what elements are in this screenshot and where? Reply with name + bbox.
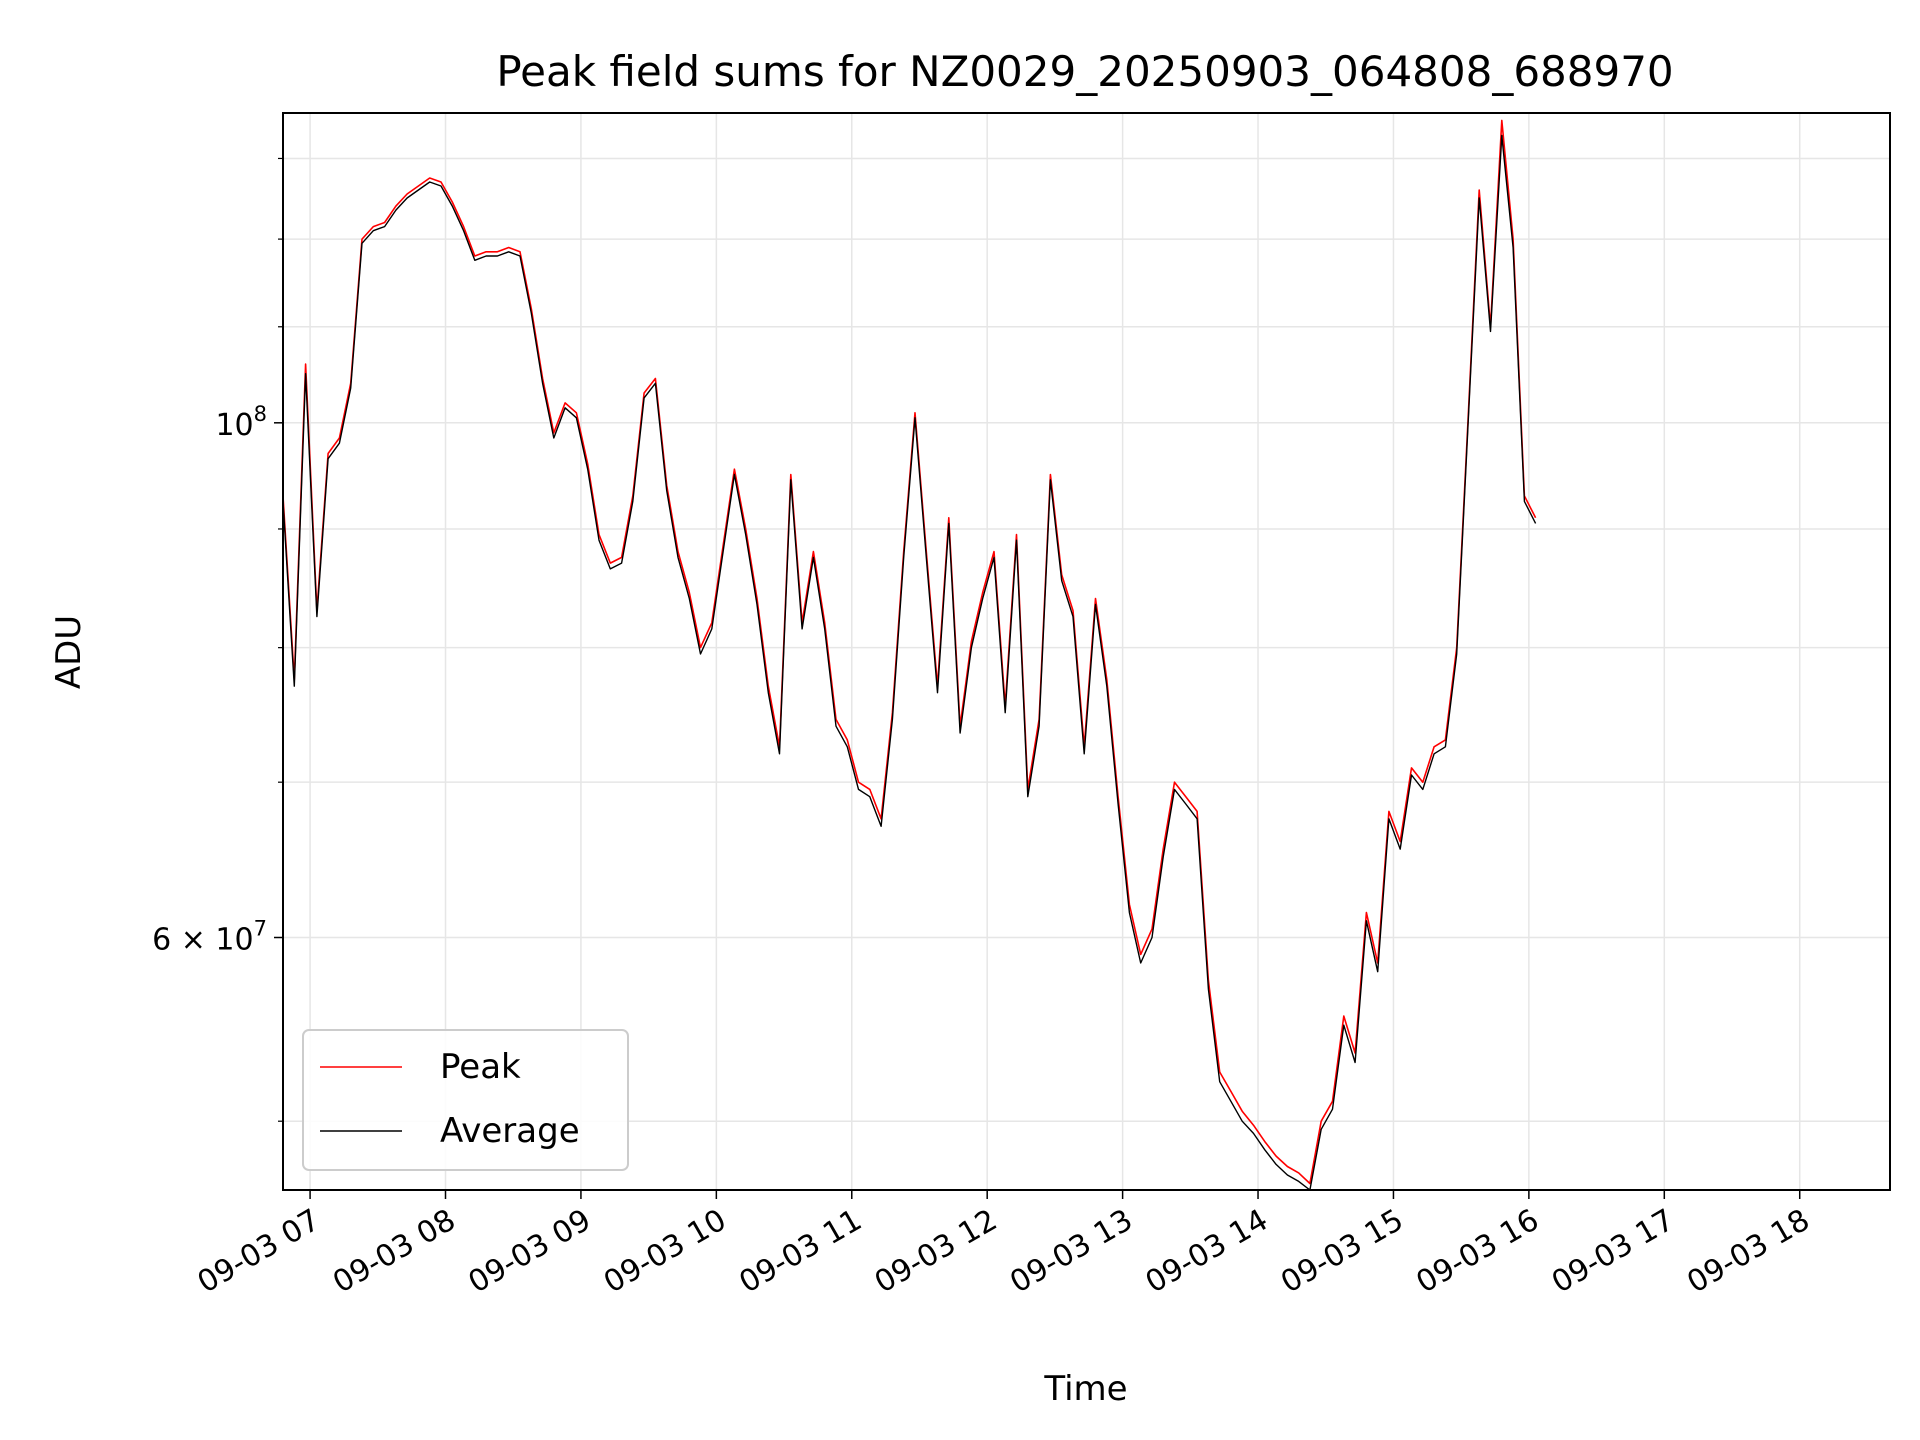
legend: Peak Average xyxy=(302,1029,629,1171)
chart-title: Peak field sums for NZ0029_20250903_0648… xyxy=(496,47,1673,96)
series-average-line xyxy=(282,134,1537,1191)
x-axis-label: Time xyxy=(1043,1369,1127,1409)
plot-frame xyxy=(282,112,1891,1191)
y-tick-label: 6 × 107 xyxy=(152,917,267,958)
y-tick-label: 108 xyxy=(215,402,267,443)
y-axis: 108 6 × 107 xyxy=(152,157,283,1122)
legend-box xyxy=(302,1029,629,1171)
gridlines xyxy=(283,113,1890,1190)
legend-label-peak: Peak xyxy=(440,1047,521,1087)
y-axis-label: ADU xyxy=(49,615,89,689)
series-lines xyxy=(282,119,1537,1191)
legend-label-average: Average xyxy=(440,1111,580,1151)
